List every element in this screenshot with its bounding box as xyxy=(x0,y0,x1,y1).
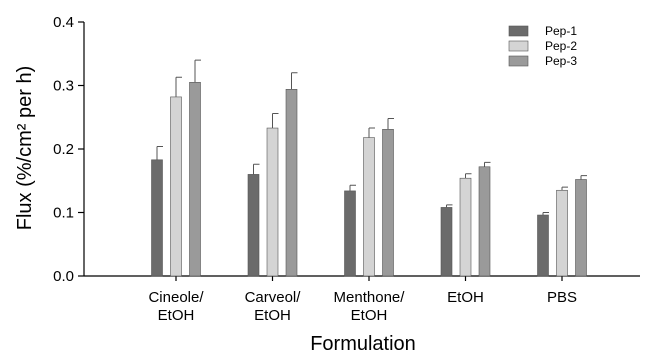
error-bar xyxy=(465,173,472,179)
error-bar xyxy=(368,127,375,138)
bar-pep-1 xyxy=(151,159,163,277)
bar-pep-2 xyxy=(459,177,472,277)
y-tick-label: 0.4 xyxy=(53,14,74,31)
x-tick-label: Cineole/ xyxy=(148,289,204,306)
bar-pep-1 xyxy=(247,174,260,277)
error-bar xyxy=(446,204,453,208)
bar-pep-3 xyxy=(382,129,394,277)
error-bar xyxy=(580,175,587,180)
legend-swatch-pep-3 xyxy=(508,55,529,67)
error-bar xyxy=(272,112,279,129)
y-tick-label: 0.1 xyxy=(53,205,74,222)
error-bars xyxy=(156,59,587,216)
error-bar xyxy=(291,72,298,90)
bars xyxy=(151,82,587,277)
category-labels: Cineole/EtOHCarveol/EtOHMenthone/EtOHEtO… xyxy=(148,289,577,324)
error-bar xyxy=(175,76,182,97)
y-tick-label: 0.0 xyxy=(53,268,74,285)
bar-pep-1 xyxy=(537,214,549,277)
legend-label: Pep-2 xyxy=(545,39,577,53)
y-tick-label: 0.2 xyxy=(53,141,74,158)
x-tick-label: EtOH xyxy=(254,307,291,324)
x-tick-label: PBS xyxy=(547,289,577,306)
bar-pep-2 xyxy=(266,127,279,277)
error-bar xyxy=(349,184,356,191)
bar-pep-3 xyxy=(285,89,298,277)
x-tick-label: EtOH xyxy=(158,307,195,324)
legend-swatch-pep-2 xyxy=(508,40,529,52)
legend-label: Pep-1 xyxy=(545,24,577,38)
error-bar xyxy=(387,118,394,130)
x-tick-label: Menthone/ xyxy=(334,289,406,306)
bar-pep-2 xyxy=(556,189,568,277)
bar-pep-1 xyxy=(440,207,453,277)
legend-swatch-pep-1 xyxy=(508,25,529,37)
error-bar xyxy=(253,163,260,175)
legend-label: Pep-3 xyxy=(545,54,577,68)
y-tick-label: 0.3 xyxy=(53,78,74,95)
bar-pep-2 xyxy=(363,137,375,277)
y-axis: 0.0 0.1 0.2 0.3 0.4 xyxy=(53,14,85,285)
x-tick-label: EtOH xyxy=(447,289,484,306)
y-axis-title: Flux (%/cm² per h) xyxy=(14,66,36,230)
bar-pep-3 xyxy=(189,82,201,277)
bar-pep-3 xyxy=(575,179,587,277)
bar-pep-1 xyxy=(344,190,356,277)
x-axis-title: Formulation xyxy=(310,333,416,353)
error-bar xyxy=(542,212,549,216)
error-bar xyxy=(561,186,568,191)
x-axis xyxy=(84,275,640,281)
error-bar xyxy=(156,145,163,160)
x-tick-label: EtOH xyxy=(351,307,388,324)
x-tick-label: Carveol/ xyxy=(245,289,302,306)
error-bar xyxy=(484,161,491,167)
bar-pep-3 xyxy=(478,166,491,277)
bar-pep-2 xyxy=(170,96,182,277)
error-bar xyxy=(194,59,201,83)
